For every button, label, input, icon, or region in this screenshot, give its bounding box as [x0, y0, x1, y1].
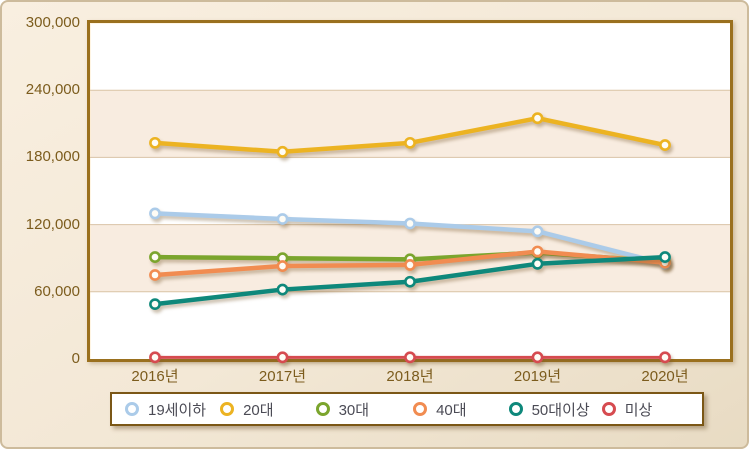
series-40대	[149, 245, 671, 281]
series-50대이상	[149, 251, 671, 311]
data-point-미상-2016년	[149, 351, 161, 364]
data-point-19세이하-2018년	[404, 217, 416, 230]
legend-marker-icon	[220, 402, 235, 416]
legend-label: 40대	[436, 401, 467, 419]
data-point-19세이하-2016년	[149, 207, 161, 220]
data-point-50대이상-2017년	[276, 283, 289, 296]
data-point-19세이하-2019년	[531, 225, 544, 238]
legend-label: 20대	[243, 401, 274, 419]
data-point-미상-2017년	[276, 351, 289, 364]
legend-item-19세이하[interactable]: 19세이하	[125, 399, 206, 420]
data-point-40대-2016년	[149, 269, 161, 281]
chart-plot-area	[87, 20, 733, 364]
y-tick-label: 300,000	[25, 14, 80, 31]
data-point-20대-2018년	[404, 136, 416, 149]
data-point-40대-2017년	[276, 260, 289, 272]
y-tick-label: 240,000	[25, 81, 80, 99]
data-point-미상-2018년	[404, 351, 416, 364]
legend-label: 19세이하	[148, 401, 207, 419]
legend-item-40대[interactable]: 40대	[413, 399, 467, 420]
legend-marker-icon	[125, 402, 139, 416]
data-point-50대이상-2020년	[659, 251, 671, 263]
data-point-20대-2019년	[531, 112, 544, 125]
data-point-20대-2016년	[149, 136, 161, 149]
legend-label: 30대	[338, 401, 370, 419]
legend-item-50대이상[interactable]: 50대이상	[508, 399, 590, 420]
legend-item-20대[interactable]: 20대	[220, 399, 274, 420]
legend-item-30대[interactable]: 30대	[315, 399, 370, 420]
series-20대	[149, 112, 671, 158]
y-tick-label: 120,000	[25, 215, 80, 233]
data-point-50대이상-2019년	[531, 257, 544, 270]
x-tick-label: 2018년	[386, 368, 434, 385]
data-point-50대이상-2016년	[149, 298, 161, 311]
series-미상	[149, 351, 671, 364]
x-tick-label: 2016년	[131, 368, 179, 385]
data-point-미상-2019년	[531, 351, 544, 364]
x-tick-label: 2019년	[513, 368, 562, 385]
legend-label: 미상	[624, 401, 653, 419]
legend-marker-icon	[315, 402, 330, 416]
data-point-50대이상-2018년	[404, 275, 416, 288]
chart-canvas	[90, 89, 730, 364]
legend: 19세이하 20대 30대 40대 50대이상 미상	[110, 392, 704, 426]
y-tick-label: 180,000	[25, 148, 80, 166]
data-point-19세이하-2017년	[276, 213, 289, 225]
legend-marker-icon	[601, 402, 616, 416]
data-point-40대-2018년	[404, 259, 416, 271]
y-tick-label: 0	[71, 350, 80, 367]
y-tick-label: 60,000	[34, 282, 80, 300]
legend-marker-icon	[413, 402, 428, 416]
data-point-미상-2020년	[659, 351, 671, 364]
data-point-20대-2017년	[276, 145, 289, 158]
data-point-40대-2019년	[531, 245, 544, 258]
data-point-30대-2016년	[149, 251, 161, 263]
legend-label: 50대이상	[531, 401, 590, 419]
x-tick-label: 2020년	[641, 368, 689, 385]
legend-marker-icon	[508, 402, 523, 416]
legend-item-미상[interactable]: 미상	[601, 399, 653, 420]
data-point-20대-2020년	[659, 139, 671, 151]
x-tick-label: 2017년	[258, 368, 307, 385]
